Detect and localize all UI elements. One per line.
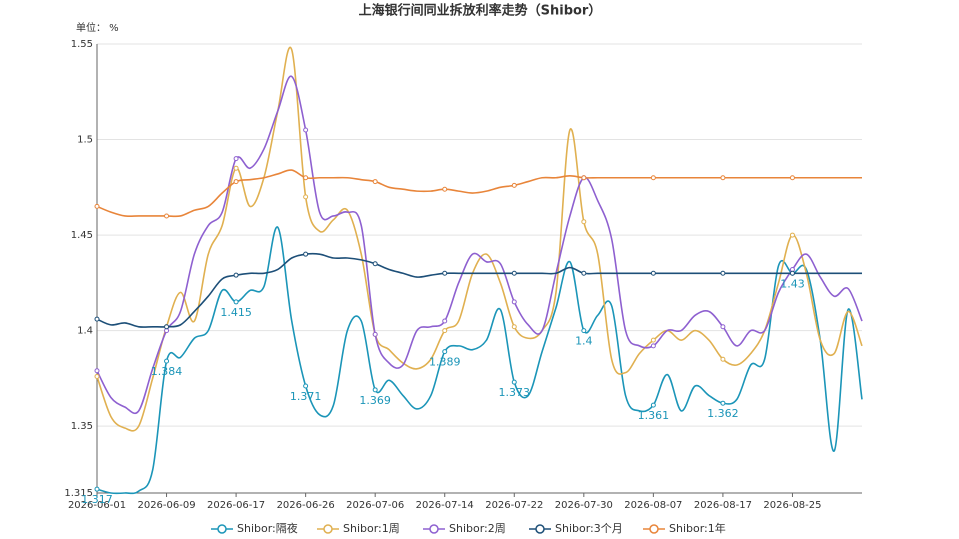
point: [164, 213, 170, 219]
legend-label: Shibor:3个月: [555, 522, 623, 535]
data-label: 1.371: [290, 390, 322, 403]
y-tick-label: 1.315: [64, 488, 93, 499]
point: [581, 219, 587, 225]
point: [442, 328, 448, 334]
data-label: 1.362: [707, 407, 739, 420]
point: [303, 127, 309, 133]
point: [581, 270, 587, 276]
x-tick-label: 2026-07-30: [555, 500, 613, 511]
data-label: 1.389: [429, 356, 461, 369]
point: [442, 349, 448, 355]
point: [303, 194, 309, 200]
point: [511, 299, 517, 305]
x-tick-label: 2026-06-01: [68, 500, 126, 511]
point: [94, 368, 100, 374]
point: [303, 251, 309, 257]
series-line: [96, 75, 863, 415]
point: [789, 232, 795, 238]
y-tick-label: 1.45: [71, 230, 93, 241]
point: [442, 318, 448, 324]
point: [372, 179, 378, 185]
point: [94, 373, 100, 379]
data-label: 1.373: [499, 386, 531, 399]
legend-label: Shibor:1周: [343, 522, 400, 535]
point: [372, 331, 378, 337]
x-tick-label: 2026-07-14: [416, 500, 474, 511]
point: [372, 387, 378, 393]
x-tick-label: 2026-08-07: [624, 500, 682, 511]
x-tick-label: 2026-06-26: [277, 500, 335, 511]
point: [164, 324, 170, 330]
point: [581, 175, 587, 181]
series-line: [96, 252, 862, 328]
x-tick-label: 2026-08-17: [694, 500, 752, 511]
point: [789, 175, 795, 181]
data-label: 1.361: [638, 409, 670, 422]
chart-title: 上海银行间同业拆放利率走势（Shibor）: [359, 3, 602, 19]
point: [511, 379, 517, 385]
point: [94, 203, 100, 209]
legend-icon: [217, 524, 227, 534]
legend-label: Shibor:隔夜: [237, 521, 298, 535]
data-label: 1.317: [81, 493, 113, 506]
point: [511, 270, 517, 276]
point: [650, 343, 656, 349]
point: [233, 299, 239, 305]
x-tick-label: 2026-07-22: [485, 500, 543, 511]
x-tick-label: 2026-06-17: [207, 500, 265, 511]
point: [720, 270, 726, 276]
legend-icon: [429, 524, 439, 534]
legend-icon: [535, 524, 545, 534]
x-tick-label: 2026-06-09: [137, 500, 195, 511]
point: [650, 402, 656, 408]
legend-icon: [323, 524, 333, 534]
point: [442, 186, 448, 192]
x-tick-label: 2026-08-25: [763, 500, 821, 511]
point: [650, 337, 656, 343]
point: [511, 182, 517, 188]
point: [233, 156, 239, 162]
y-tick-label: 1.35: [71, 421, 93, 432]
point: [650, 175, 656, 181]
series-line: [96, 226, 863, 495]
legend-icon: [649, 524, 659, 534]
legend-label: Shibor:1年: [669, 521, 726, 535]
point: [789, 270, 795, 276]
point: [372, 261, 378, 267]
y-tick-label: 1.55: [71, 39, 93, 50]
unit-label: 单位： %: [76, 21, 119, 34]
data-label: 1.43: [780, 277, 805, 290]
point: [720, 400, 726, 406]
point: [442, 270, 448, 276]
point: [511, 324, 517, 330]
point: [233, 179, 239, 185]
y-tick-label: 1.4: [77, 326, 93, 337]
data-label: 1.415: [220, 306, 252, 319]
point: [720, 356, 726, 362]
legend-label: Shibor:2周: [449, 522, 506, 535]
point: [303, 383, 309, 389]
point: [233, 165, 239, 171]
data-label: 1.4: [575, 335, 593, 348]
data-label: 1.369: [359, 394, 391, 407]
point: [720, 324, 726, 330]
series-line: [96, 169, 862, 218]
point: [303, 175, 309, 181]
point: [94, 486, 100, 492]
point: [581, 328, 587, 334]
y-tick-label: 1.5: [77, 135, 93, 146]
point: [720, 175, 726, 181]
point: [94, 316, 100, 322]
data-label: 1.384: [151, 365, 183, 378]
point: [233, 272, 239, 278]
point: [164, 358, 170, 364]
point: [650, 270, 656, 276]
x-tick-label: 2026-07-06: [346, 500, 404, 511]
